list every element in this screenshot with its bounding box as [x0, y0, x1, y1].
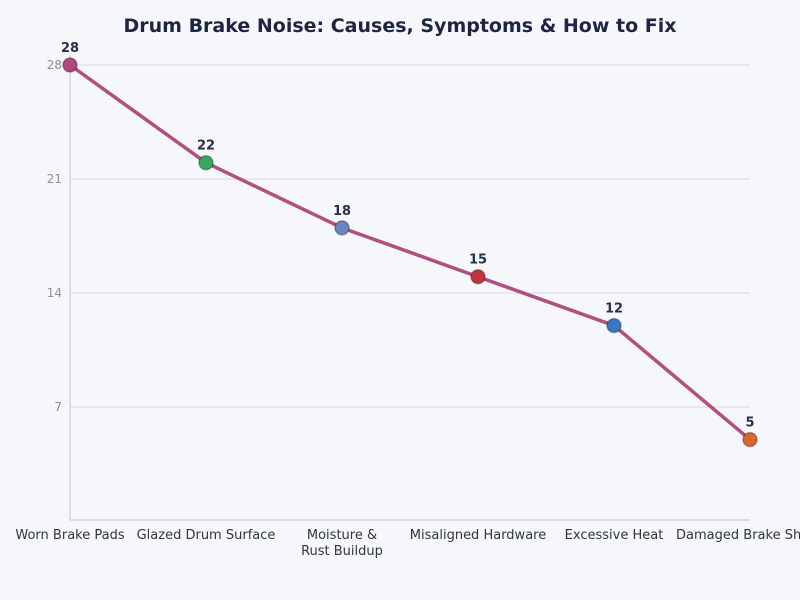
- y-tick-label: 21: [47, 172, 62, 186]
- x-tick-label: Worn Brake Pads: [15, 528, 124, 543]
- y-tick-label: 7: [54, 400, 62, 414]
- data-point: [334, 220, 350, 236]
- x-tick-label: Excessive Heat: [565, 528, 664, 543]
- data-point: [742, 431, 758, 448]
- data-label: 15: [469, 253, 487, 268]
- series-line: [68, 63, 752, 441]
- data-point: [198, 154, 214, 171]
- data-point: [62, 57, 78, 73]
- x-tick-label: Misaligned Hardware: [410, 528, 546, 543]
- y-tick-label: 28: [47, 58, 62, 72]
- data-label: 18: [333, 204, 351, 219]
- data-point: [470, 268, 486, 285]
- data-label: 5: [745, 416, 754, 431]
- x-tick-label: Damaged Brake Shoes: [676, 528, 800, 543]
- chart-title: Drum Brake Noise: Causes, Symptoms & How…: [123, 15, 677, 37]
- data-label: 12: [605, 302, 623, 317]
- x-tick-label: Moisture &: [307, 528, 377, 543]
- data-label: 22: [197, 139, 215, 154]
- data-label: 28: [61, 41, 79, 56]
- data-point: [606, 317, 622, 334]
- x-tick-label: Glazed Drum Surface: [137, 528, 276, 543]
- x-tick-label: Rust Buildup: [301, 544, 383, 559]
- y-tick-label: 14: [47, 286, 62, 300]
